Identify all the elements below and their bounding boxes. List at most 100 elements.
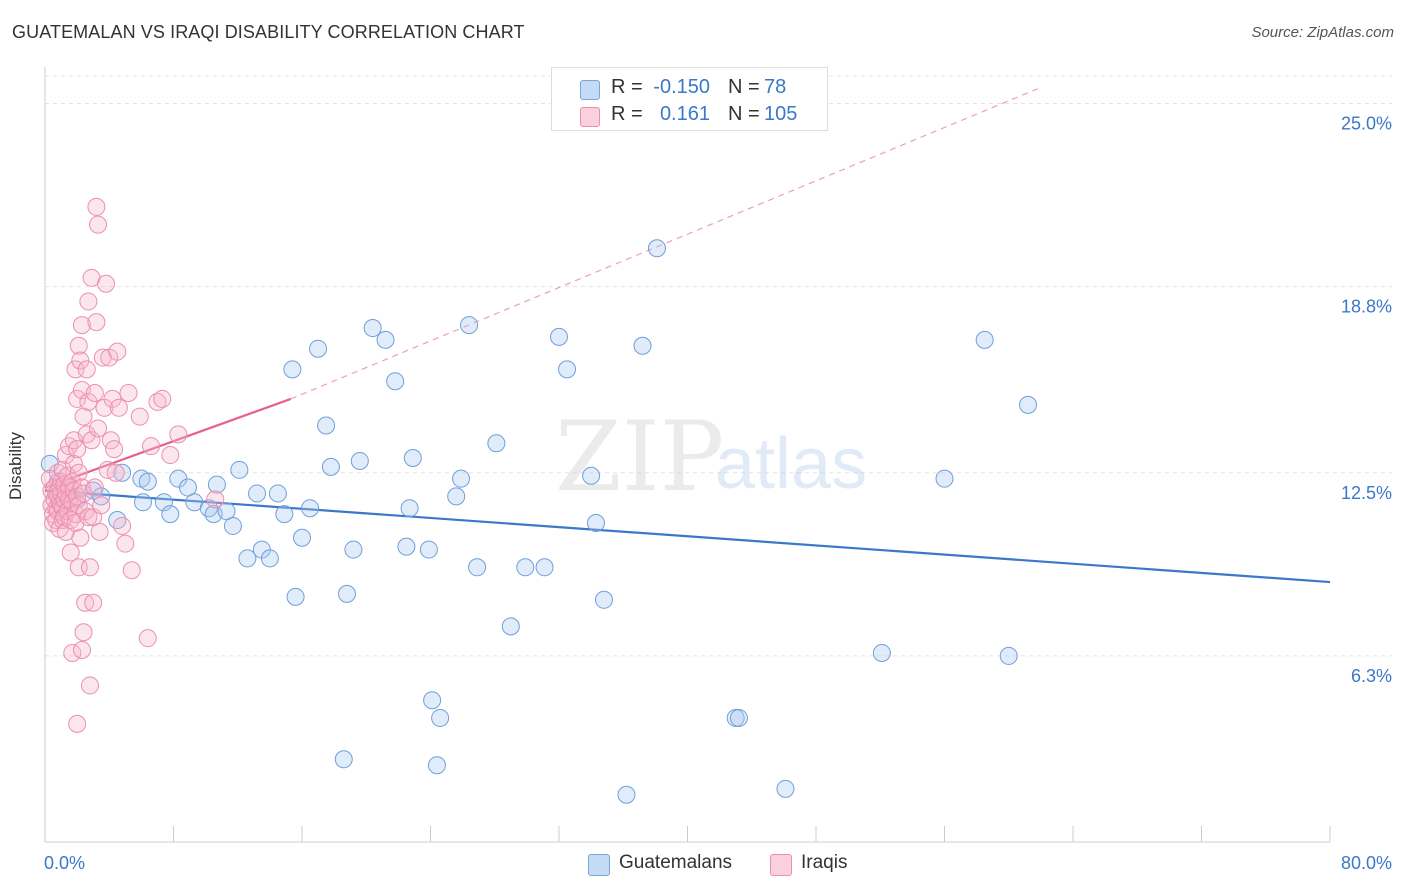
data-point xyxy=(77,360,96,379)
y-axis-label: Disability xyxy=(6,431,25,500)
watermark-atlas: atlas xyxy=(715,424,867,504)
data-point xyxy=(77,425,96,444)
data-point xyxy=(85,478,104,497)
data-point xyxy=(71,351,90,370)
data-point xyxy=(363,319,382,338)
data-point xyxy=(87,197,106,216)
legend-row-iraqis: R = 0.161 N = 105 xyxy=(552,101,827,129)
data-point xyxy=(617,785,636,804)
data-point xyxy=(68,440,87,459)
data-point xyxy=(116,534,135,553)
legend-label-guatemalans: Guatemalans xyxy=(619,852,733,873)
data-point xyxy=(223,516,242,535)
data-point xyxy=(72,641,91,659)
data-point xyxy=(872,643,891,662)
trend-line-extension xyxy=(290,88,1038,400)
legend-r-value: 0.161 xyxy=(659,103,710,125)
data-point xyxy=(386,372,405,391)
data-point xyxy=(108,342,127,361)
data-point xyxy=(334,750,353,769)
y-tick-label: 18.8% xyxy=(1341,297,1392,317)
grid-lines xyxy=(45,75,1392,657)
data-point xyxy=(397,537,416,556)
trend-line xyxy=(44,397,292,489)
data-point xyxy=(72,478,91,497)
legend-n-label: N = xyxy=(728,103,760,125)
y-tick-label: 12.5% xyxy=(1341,483,1392,503)
legend-n-value: 78 xyxy=(764,76,787,98)
data-point xyxy=(268,484,287,503)
data-point xyxy=(199,499,218,518)
data-point xyxy=(321,457,340,476)
data-point xyxy=(133,493,152,512)
data-point xyxy=(113,463,132,482)
data-point xyxy=(633,336,652,355)
data-point xyxy=(79,292,98,311)
data-point xyxy=(337,584,356,603)
data-point xyxy=(501,617,520,636)
data-point xyxy=(82,431,101,450)
y-tick-label: 6.3% xyxy=(1351,666,1392,686)
legend-swatch-guatemalans xyxy=(580,80,600,100)
data-point xyxy=(74,407,93,426)
data-point xyxy=(148,392,167,411)
data-point xyxy=(113,516,132,535)
legend-swatch-iraqis xyxy=(770,854,792,876)
legend-n-value: 105 xyxy=(764,103,798,125)
chart-source: Source: ZipAtlas.com xyxy=(1251,24,1394,41)
data-point xyxy=(87,313,106,332)
data-point xyxy=(142,437,161,456)
data-point xyxy=(80,558,99,577)
data-point xyxy=(468,558,487,577)
legend-n-label: N = xyxy=(728,76,760,98)
axes xyxy=(44,67,1331,843)
data-point xyxy=(350,451,369,470)
legend-swatch-guatemalans xyxy=(588,854,610,876)
data-point xyxy=(423,691,442,710)
watermark: ZIP atlas xyxy=(555,401,867,513)
legend-r-value: -0.150 xyxy=(653,76,710,98)
data-point xyxy=(79,508,98,527)
data-point xyxy=(776,779,795,798)
data-point xyxy=(161,505,180,524)
data-point xyxy=(80,676,99,695)
data-point xyxy=(403,449,422,467)
data-point xyxy=(431,708,450,727)
data-point xyxy=(582,466,601,485)
data-point xyxy=(1019,395,1038,414)
data-point xyxy=(74,484,93,503)
data-point xyxy=(85,384,104,403)
data-point xyxy=(68,714,87,733)
trend-line xyxy=(44,489,1331,584)
data-point xyxy=(301,499,320,518)
watermark-zip: ZIP xyxy=(555,401,724,513)
data-point xyxy=(69,463,88,482)
data-point xyxy=(105,440,124,459)
data-point xyxy=(79,392,98,411)
data-point xyxy=(84,593,103,612)
data-point xyxy=(109,398,128,417)
data-point xyxy=(230,460,249,479)
data-point xyxy=(452,469,471,488)
data-point xyxy=(206,490,225,509)
data-point xyxy=(72,316,91,335)
data-point xyxy=(309,339,328,358)
data-point xyxy=(248,484,267,503)
data-point xyxy=(275,505,294,524)
data-point xyxy=(586,513,605,532)
data-point xyxy=(419,540,438,559)
data-point xyxy=(293,528,311,547)
data-point xyxy=(90,522,109,541)
data-point xyxy=(138,629,157,648)
data-point xyxy=(68,389,87,408)
data-point xyxy=(74,623,93,642)
data-point xyxy=(594,590,613,609)
chart-title: GUATEMALAN VS IRAQI DISABILITY CORRELATI… xyxy=(12,22,525,42)
data-point xyxy=(975,330,994,349)
data-point xyxy=(260,549,279,568)
data-point xyxy=(119,384,138,403)
data-point xyxy=(516,558,535,577)
data-point xyxy=(161,446,180,465)
data-point xyxy=(427,756,446,775)
data-point xyxy=(647,239,666,258)
